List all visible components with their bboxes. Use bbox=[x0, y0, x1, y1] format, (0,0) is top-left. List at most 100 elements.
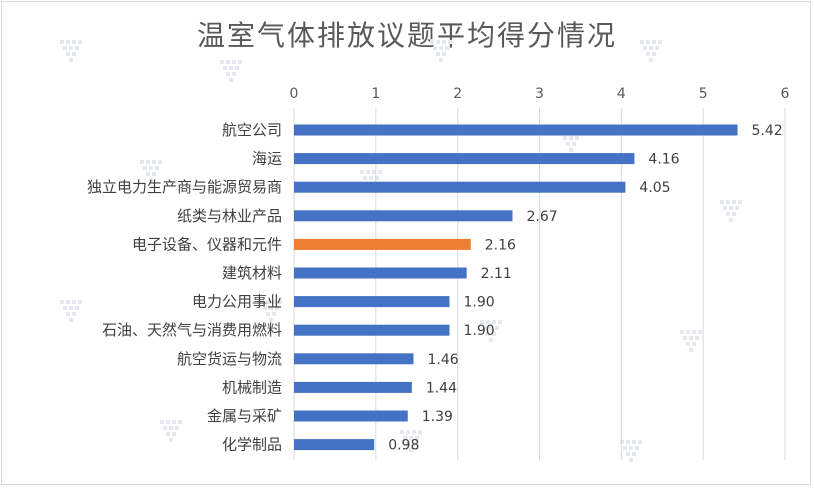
watermark-dot bbox=[732, 212, 736, 216]
watermark-dot bbox=[415, 436, 419, 440]
watermark-dot bbox=[738, 200, 742, 204]
bar bbox=[294, 381, 412, 393]
watermark-dot bbox=[689, 336, 693, 340]
watermark-dot bbox=[732, 200, 736, 204]
data-label: 2.11 bbox=[481, 266, 512, 282]
watermark-dot bbox=[275, 306, 279, 310]
watermark-dot bbox=[698, 330, 702, 334]
watermark-dot bbox=[683, 336, 687, 340]
category-label: 化学制品 bbox=[222, 436, 282, 454]
watermark-mark bbox=[640, 40, 662, 62]
watermark-mark bbox=[140, 160, 162, 182]
watermark-dot bbox=[149, 178, 153, 182]
watermark-dot bbox=[158, 160, 162, 164]
watermark-dot bbox=[646, 52, 650, 56]
watermark-dot bbox=[223, 66, 227, 70]
tick-label: 6 bbox=[781, 86, 790, 102]
watermark-dot bbox=[163, 426, 167, 430]
watermark-dot bbox=[175, 426, 179, 430]
watermark-dot bbox=[60, 300, 64, 304]
watermark-dot bbox=[66, 52, 70, 56]
watermark-dot bbox=[726, 200, 730, 204]
x-axis-ticks: 0 1 2 3 4 5 6 bbox=[290, 86, 790, 102]
watermark-dot bbox=[152, 160, 156, 164]
watermark-dot bbox=[226, 60, 230, 64]
watermark-dot bbox=[278, 300, 282, 304]
watermark-dot bbox=[63, 306, 67, 310]
watermark-dot bbox=[178, 420, 182, 424]
watermark-dot bbox=[692, 330, 696, 334]
watermark-mark bbox=[400, 430, 422, 452]
watermark-dot bbox=[166, 432, 170, 436]
watermark-mark bbox=[620, 440, 642, 462]
watermark-mark bbox=[680, 330, 702, 352]
watermark-dot bbox=[649, 46, 653, 50]
watermark-dot bbox=[623, 446, 627, 450]
watermark-dot bbox=[66, 40, 70, 44]
watermark-dot bbox=[75, 46, 79, 50]
watermark-dot bbox=[169, 426, 173, 430]
data-label: 4.05 bbox=[639, 180, 670, 196]
watermark-dot bbox=[366, 170, 370, 174]
watermark-dot bbox=[436, 40, 440, 44]
watermark-dot bbox=[72, 312, 76, 316]
watermark-dot bbox=[160, 420, 164, 424]
category-label: 纸类与林业产品 bbox=[177, 207, 282, 225]
watermark-dot bbox=[572, 142, 576, 146]
watermark-dot bbox=[735, 206, 739, 210]
watermark-dot bbox=[152, 172, 156, 176]
watermark-dot bbox=[363, 176, 367, 180]
watermark-dot bbox=[169, 438, 173, 442]
watermark-dot bbox=[629, 446, 633, 450]
watermark-dot bbox=[448, 40, 452, 44]
watermark-dot bbox=[369, 176, 373, 180]
watermark-mark bbox=[720, 200, 742, 222]
watermark-dot bbox=[378, 170, 382, 174]
watermark-dot bbox=[146, 172, 150, 176]
category-label: 建筑材料 bbox=[222, 264, 282, 282]
watermark-dot bbox=[626, 452, 630, 456]
category-labels: 航空公司海运独立电力生产商与能源贸易商纸类与林业产品电子设备、仪器和元件建筑材料… bbox=[87, 121, 282, 454]
watermark-dot bbox=[658, 40, 662, 44]
watermark-dot bbox=[69, 46, 73, 50]
category-label: 航空公司 bbox=[222, 121, 282, 139]
category-label: 金属与采矿 bbox=[207, 407, 282, 425]
bar bbox=[294, 410, 408, 422]
watermark-dot bbox=[166, 420, 170, 424]
chart-title: 温室气体排放议题平均得分情况 bbox=[196, 19, 617, 52]
watermark-dot bbox=[566, 142, 570, 146]
watermark-mark bbox=[60, 40, 82, 62]
category-label: 海运 bbox=[252, 150, 282, 168]
watermark-dot bbox=[266, 300, 270, 304]
category-label: 石油、天然气与消费用燃料 bbox=[102, 321, 282, 339]
watermark-dot bbox=[646, 40, 650, 44]
tick-label: 2 bbox=[453, 86, 462, 102]
watermark-dot bbox=[66, 312, 70, 316]
watermark-dot bbox=[652, 40, 656, 44]
bar bbox=[294, 124, 738, 136]
watermark-dot bbox=[409, 436, 413, 440]
watermark-dot bbox=[640, 40, 644, 44]
tick-label: 3 bbox=[535, 86, 544, 102]
watermark-dot bbox=[686, 330, 690, 334]
data-label: 1.39 bbox=[422, 409, 453, 425]
watermark-dot bbox=[229, 66, 233, 70]
tick-label: 1 bbox=[371, 86, 380, 102]
watermark-dot bbox=[269, 306, 273, 310]
watermark-dot bbox=[569, 136, 573, 140]
bar bbox=[294, 439, 375, 451]
data-label: 2.67 bbox=[526, 209, 557, 225]
watermark-dot bbox=[272, 312, 276, 316]
watermark-dot bbox=[140, 160, 144, 164]
watermark-dot bbox=[400, 430, 404, 434]
watermark-mark bbox=[60, 300, 82, 322]
watermark-mark bbox=[160, 420, 182, 442]
watermark-dot bbox=[729, 218, 733, 222]
data-label: 5.42 bbox=[752, 123, 783, 139]
watermark-dot bbox=[72, 300, 76, 304]
watermark-dot bbox=[406, 442, 410, 446]
watermark-dot bbox=[635, 446, 639, 450]
bar bbox=[294, 324, 450, 336]
watermark-dot bbox=[726, 212, 730, 216]
watermark-dot bbox=[220, 60, 224, 64]
